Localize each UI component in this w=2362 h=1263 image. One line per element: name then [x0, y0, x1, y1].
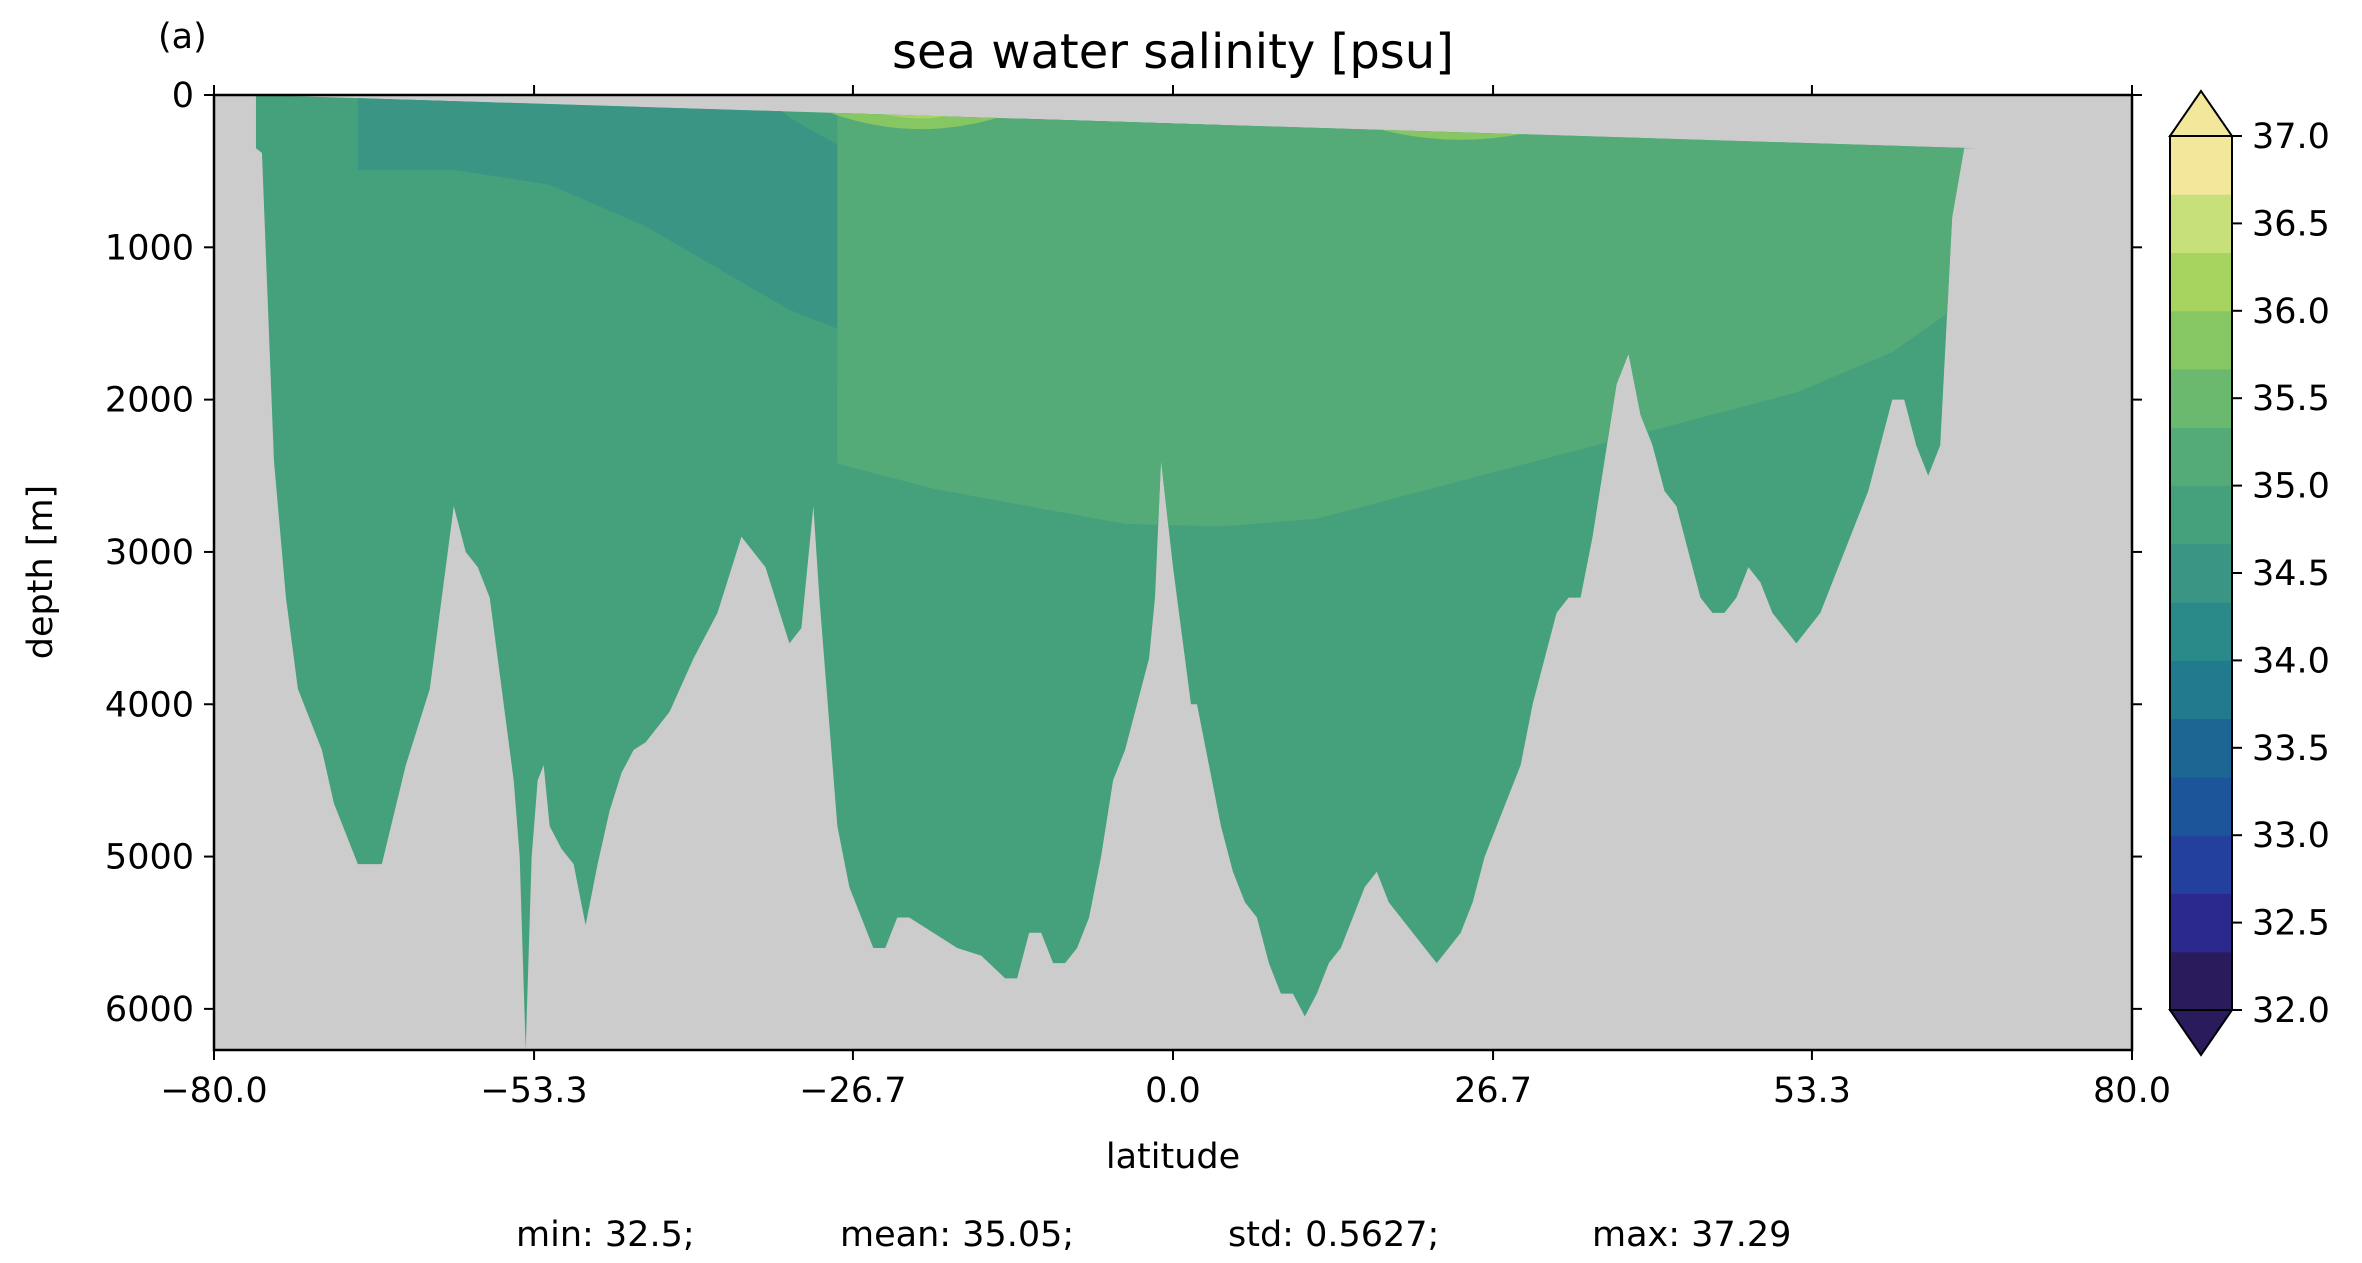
chart-title: sea water salinity [psu]	[892, 24, 1454, 80]
colorbar-segment	[2170, 951, 2232, 1011]
colorbar-tick-label: 36.0	[2252, 292, 2330, 332]
y-axis-label: depth [m]	[21, 485, 61, 659]
colorbar-tick-label: 35.0	[2252, 467, 2330, 507]
colorbar-segment	[2170, 602, 2232, 661]
colorbar-extend-min	[2168, 1009, 2234, 1057]
colorbar-segment	[2170, 369, 2232, 428]
x-tick-label: −80.0	[160, 1071, 267, 1111]
stat-max: max: 37.29	[1592, 1215, 1791, 1255]
panel-label: (a)	[158, 17, 207, 57]
colorbar-segment	[2170, 543, 2232, 603]
colorbar-segment	[2170, 252, 2232, 312]
colorbar-tick-label: 36.5	[2252, 204, 2330, 244]
colorbar-tick-label: 37.0	[2252, 117, 2330, 157]
colorbar-tick-label: 34.0	[2252, 641, 2330, 681]
colorbar-tick-label: 33.5	[2252, 729, 2330, 769]
y-tick-label: 5000	[105, 838, 194, 878]
y-tick-label: 0	[172, 76, 194, 116]
y-tick-label: 1000	[105, 228, 194, 268]
x-tick-label: 26.7	[1454, 1071, 1532, 1111]
colorbar-tick-label: 35.5	[2252, 379, 2330, 419]
colorbar-tick-label: 32.0	[2252, 991, 2330, 1031]
x-tick-label: 53.3	[1773, 1071, 1851, 1111]
y-tick-label: 3000	[105, 533, 194, 573]
colorbar-segment	[2170, 893, 2232, 953]
colorbar-segment	[2170, 718, 2232, 778]
colorbar-segment	[2170, 427, 2232, 487]
colorbar-segment	[2170, 776, 2232, 836]
colorbar-segment	[2170, 660, 2232, 720]
x-tick-label: 0.0	[1145, 1071, 1201, 1111]
y-tick-label: 6000	[105, 990, 194, 1030]
colorbar: 32.0 32.5 33.0 33.5 34.0 34.5 35.0 35.5 36.0 36.5…	[2168, 89, 2330, 1057]
band-central-water	[837, 95, 1965, 527]
y-tick-label: 2000	[105, 381, 194, 421]
x-axis: −80.0 −53.3 −26.7 0.0 26.7 53.3 80.0	[160, 85, 2171, 1111]
colorbar-segment	[2170, 194, 2232, 254]
colorbar-tick-label: 33.0	[2252, 816, 2330, 856]
y-axis: 0 1000 2000 3000 4000 5000 6000	[105, 76, 2142, 1030]
colorbar-tick-label: 32.5	[2252, 904, 2330, 944]
x-tick-label: −53.3	[480, 1071, 587, 1111]
colorbar-segment	[2170, 485, 2232, 545]
x-tick-label: −26.7	[799, 1071, 906, 1111]
x-tick-label: 80.0	[2093, 1071, 2171, 1111]
stat-min: min: 32.5;	[516, 1215, 695, 1255]
colorbar-segment	[2170, 835, 2232, 894]
stat-mean: mean: 35.05;	[840, 1215, 1074, 1255]
colorbar-tick-label: 34.5	[2252, 554, 2330, 594]
colorbar-segment	[2170, 136, 2232, 195]
y-tick-label: 4000	[105, 685, 194, 725]
x-axis-label: latitude	[1106, 1137, 1240, 1177]
stat-std: std: 0.5627;	[1228, 1215, 1439, 1255]
colorbar-segment	[2170, 310, 2232, 370]
colorbar-extend-max	[2168, 89, 2234, 137]
